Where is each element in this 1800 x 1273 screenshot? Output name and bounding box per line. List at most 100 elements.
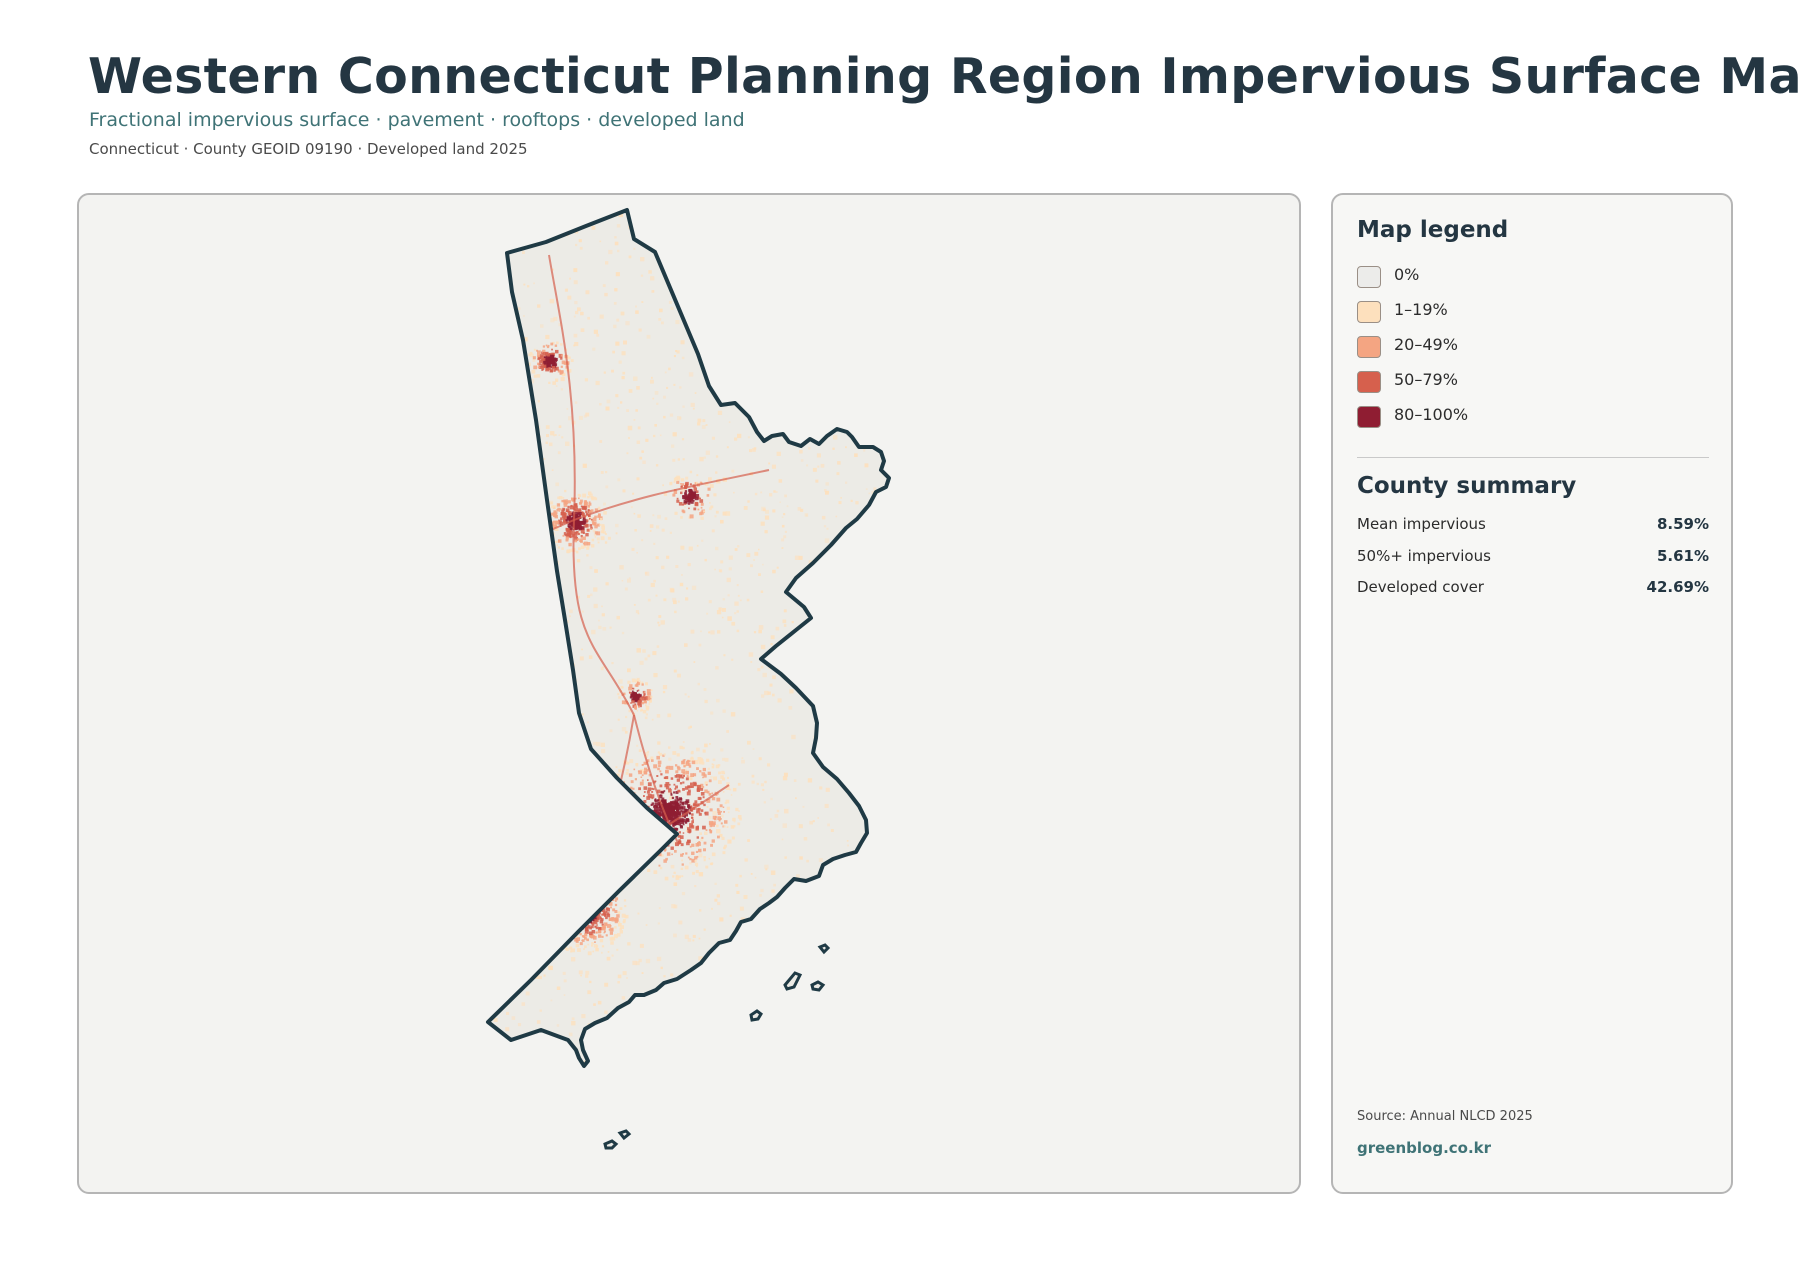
impervious-speckle xyxy=(568,706,573,710)
impervious-speckle xyxy=(440,213,442,215)
impervious-speckle xyxy=(577,902,579,904)
impervious-cluster-cell xyxy=(500,939,504,944)
impervious-cluster-cell xyxy=(485,913,487,915)
impervious-speckle xyxy=(616,224,621,228)
impervious-cluster-cell xyxy=(676,475,680,480)
impervious-cluster-cell xyxy=(520,955,524,960)
impervious-cluster-cell xyxy=(642,811,645,813)
impervious-cluster-cell xyxy=(579,875,583,878)
impervious-speckle xyxy=(691,239,694,242)
impervious-cluster-cell xyxy=(637,822,640,825)
impervious-cluster-cell xyxy=(503,947,507,951)
impervious-cluster-cell xyxy=(646,692,650,696)
impervious-cluster-cell xyxy=(737,815,742,819)
impervious-cluster-cell xyxy=(629,846,632,849)
impervious-cluster-cell xyxy=(616,887,619,889)
impervious-cluster-cell xyxy=(563,894,567,898)
impervious-cluster-cell xyxy=(702,776,704,779)
impervious-cluster-cell xyxy=(635,813,638,816)
impervious-speckle xyxy=(634,529,637,532)
impervious-speckle xyxy=(775,491,778,493)
impervious-cluster-cell xyxy=(584,908,587,912)
impervious-cluster-cell xyxy=(563,532,567,535)
impervious-cluster-cell xyxy=(592,521,596,525)
impervious-speckle xyxy=(488,600,489,605)
impervious-speckle xyxy=(873,843,877,847)
impervious-speckle xyxy=(845,446,847,449)
impervious-cluster-cell xyxy=(604,887,608,892)
impervious-speckle xyxy=(803,913,806,916)
impervious-speckle xyxy=(570,216,573,219)
impervious-cluster-cell xyxy=(510,942,514,946)
impervious-cluster-cell xyxy=(545,518,547,521)
impervious-speckle xyxy=(831,264,835,268)
impervious-cluster-cell xyxy=(682,746,685,750)
impervious-speckle xyxy=(837,1030,841,1033)
impervious-speckle xyxy=(542,916,545,919)
impervious-speckle xyxy=(474,866,477,869)
impervious-speckle xyxy=(669,587,674,592)
impervious-cluster-cell xyxy=(513,946,517,950)
impervious-cluster-cell xyxy=(584,916,588,920)
impervious-cluster-cell xyxy=(584,898,588,901)
impervious-speckle xyxy=(422,360,427,365)
impervious-speckle xyxy=(921,310,925,314)
impervious-cluster-cell xyxy=(643,761,647,765)
impervious-cluster-cell xyxy=(500,934,503,936)
impervious-speckle xyxy=(441,686,443,688)
impervious-cluster-cell xyxy=(567,533,572,538)
impervious-cluster-cell xyxy=(677,806,681,810)
impervious-speckle xyxy=(755,300,759,304)
impervious-speckle xyxy=(663,598,667,602)
impervious-cluster-cell xyxy=(577,898,581,902)
impervious-cluster-cell xyxy=(567,895,570,898)
impervious-cluster-cell xyxy=(497,934,502,939)
impervious-cluster-cell xyxy=(494,934,497,936)
impervious-speckle xyxy=(422,591,424,593)
impervious-speckle xyxy=(415,266,417,268)
impervious-speckle xyxy=(505,1065,509,1066)
county-map[interactable] xyxy=(79,195,1301,1194)
impervious-speckle xyxy=(668,300,672,304)
impervious-cluster-cell xyxy=(659,770,662,773)
impervious-speckle xyxy=(540,727,542,730)
impervious-cluster-cell xyxy=(691,816,693,819)
impervious-speckle xyxy=(554,940,558,944)
impervious-speckle xyxy=(541,881,546,886)
impervious-cluster-cell xyxy=(717,816,721,820)
impervious-speckle xyxy=(488,486,490,490)
impervious-speckle xyxy=(644,572,648,575)
impervious-speckle xyxy=(706,612,709,615)
impervious-cluster-cell xyxy=(605,885,608,888)
impervious-speckle xyxy=(776,924,781,930)
impervious-cluster-cell xyxy=(499,935,501,938)
impervious-cluster-cell xyxy=(691,785,694,788)
impervious-cluster-cell xyxy=(635,812,639,816)
impervious-cluster-cell xyxy=(599,878,604,883)
impervious-cluster-cell xyxy=(586,938,589,942)
impervious-cluster-cell xyxy=(513,932,516,935)
impervious-cluster-cell xyxy=(562,373,566,376)
impervious-cluster-cell xyxy=(507,957,511,960)
map-panel[interactable]: N xyxy=(77,193,1301,1194)
impervious-speckle xyxy=(872,602,875,606)
impervious-cluster-cell xyxy=(692,781,697,786)
impervious-speckle xyxy=(776,451,781,456)
impervious-speckle xyxy=(457,983,461,987)
impervious-cluster-cell xyxy=(682,510,686,514)
impervious-speckle xyxy=(907,991,910,994)
impervious-speckle xyxy=(838,771,843,776)
impervious-speckle xyxy=(685,476,689,480)
impervious-speckle xyxy=(770,1023,775,1028)
impervious-speckle xyxy=(903,686,905,688)
impervious-speckle xyxy=(587,990,592,995)
impervious-cluster-cell xyxy=(594,906,598,910)
impervious-speckle xyxy=(797,507,802,511)
impervious-speckle xyxy=(851,699,856,704)
impervious-cluster-cell xyxy=(576,516,579,518)
impervious-speckle xyxy=(835,907,838,910)
impervious-speckle xyxy=(490,610,493,613)
impervious-cluster-cell xyxy=(643,800,647,803)
impervious-speckle xyxy=(631,1032,636,1037)
impervious-cluster-cell xyxy=(565,894,568,896)
